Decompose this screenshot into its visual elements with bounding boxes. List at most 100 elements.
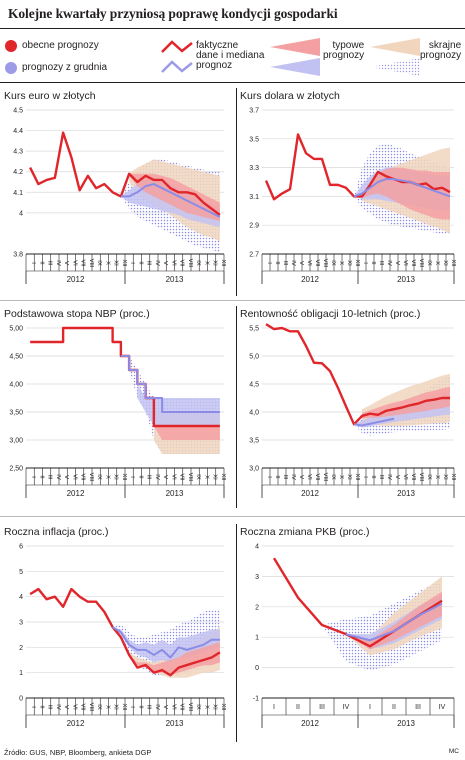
x-tick-label: VII xyxy=(314,259,320,266)
x-tick-label: X xyxy=(104,261,110,265)
y-tick-label: 3,50 xyxy=(9,410,23,417)
band-typical_red xyxy=(346,591,442,650)
x-tick-label: II xyxy=(296,704,300,711)
series-line-current xyxy=(29,131,221,216)
x-tick-label: IV xyxy=(55,474,61,480)
x-tick-label: IX xyxy=(426,260,432,266)
x-tick-label: V xyxy=(162,705,168,709)
x-tick-label: VII xyxy=(179,703,185,710)
x-tick-label: XII xyxy=(354,473,360,480)
year-label: 2012 xyxy=(67,489,85,498)
legend-red-dot-icon xyxy=(5,40,17,52)
chart-dollar-plot: 2.72.93.13.33.53.7I II III IV V VI VII VIII IX X X… xyxy=(249,108,456,284)
y-tick-label: 4.1 xyxy=(13,190,23,197)
x-tick-label: VI xyxy=(170,704,176,710)
year-label: 2013 xyxy=(397,275,415,284)
x-tick-label: VI xyxy=(402,260,408,266)
y-tick-label: 4 xyxy=(19,594,23,601)
year-label: 2013 xyxy=(166,489,184,498)
chart-gdp: Roczna zmiana PKB (proc.) -1 0 1 2 3 4 I II III I… xyxy=(240,526,462,742)
y-tick-label: 0 xyxy=(19,696,23,703)
x-tick-label: V xyxy=(298,475,304,479)
chart-title: Roczna zmiana PKB (proc.) xyxy=(240,526,370,538)
x-tick-label: IV xyxy=(386,260,392,266)
x-tick-label: I xyxy=(266,262,272,264)
year-label: 2013 xyxy=(397,489,415,498)
y-tick-label: 5,5 xyxy=(249,326,259,333)
x-tick-label: IX xyxy=(330,260,336,266)
x-tick-label: III xyxy=(47,475,53,480)
y-tick-label: 2 xyxy=(255,604,259,611)
chart-dollar: Kurs dolara w złotych 2.7 2.9 3.1 3.3 3.5 3.7… xyxy=(240,90,462,298)
x-tick-label: IV xyxy=(55,260,61,266)
y-tick-label: 4.5 xyxy=(13,108,23,115)
series-line-december xyxy=(120,183,221,218)
x-tick-label: XII xyxy=(220,259,226,266)
y-tick-label: 4,5 xyxy=(249,382,259,389)
x-tick-label: III xyxy=(146,261,152,266)
series-line-december xyxy=(112,626,220,659)
x-tick-label: XI xyxy=(346,474,352,480)
x-tick-label: X xyxy=(104,705,110,709)
legend-label-extreme: skrajne prognozy xyxy=(420,40,462,61)
x-tick-label: IX xyxy=(195,260,201,266)
y-tick-label: 4 xyxy=(255,544,259,551)
band-extreme_red xyxy=(346,576,442,656)
y-tick-label: 5,00 xyxy=(9,326,23,333)
x-tick-label: IV xyxy=(439,704,446,711)
legend-extreme-tan-swatch xyxy=(370,38,420,56)
x-tick-label: III xyxy=(47,705,53,710)
x-tick-label: IV xyxy=(154,260,160,266)
legend-extreme-blue-swatch xyxy=(370,58,420,76)
x-tick-label: IX xyxy=(195,704,201,710)
year-label: 2012 xyxy=(301,489,319,498)
legend-rule xyxy=(0,82,465,83)
chart-euro-plot: 3.844.14.24.34.44.5I II III IV V VI VII VIII IX X… xyxy=(13,108,226,284)
x-tick-label: I xyxy=(129,476,135,478)
x-tick-label: X xyxy=(338,261,344,265)
chart-title: Roczna inflacja (proc.) xyxy=(4,526,109,538)
y-tick-label: 0 xyxy=(255,665,259,672)
year-label: 2013 xyxy=(397,719,415,728)
x-tick-label: I xyxy=(369,704,371,711)
x-tick-label: VI xyxy=(71,260,77,266)
x-tick-label: III xyxy=(146,705,152,710)
x-tick-label: V xyxy=(298,261,304,265)
x-tick-label: VIII xyxy=(187,259,193,268)
x-tick-label: VII xyxy=(80,259,86,266)
chart-inflation: Roczna inflacja (proc.) 0 1 2 3 4 5 6 I II III IV V… xyxy=(4,526,232,742)
x-tick-label: I xyxy=(273,704,275,711)
x-tick-label: I xyxy=(30,262,36,264)
y-tick-label: 3,5 xyxy=(249,438,259,445)
x-tick-label: III xyxy=(47,261,53,266)
source-note: Źródło: GUS, NBP, Bloomberg, ankieta DGP xyxy=(4,748,152,757)
x-tick-label: V xyxy=(63,475,69,479)
x-tick-label: IV xyxy=(343,704,350,711)
chart-title: Kurs euro w złotych xyxy=(4,90,96,102)
y-tick-label: 3.1 xyxy=(249,194,259,201)
y-tick-label: 2,50 xyxy=(9,466,23,473)
x-tick-label: IV xyxy=(386,474,392,480)
x-tick-label: II xyxy=(137,705,143,709)
y-tick-label: 4,0 xyxy=(249,410,259,417)
x-tick-label: VIII xyxy=(418,259,424,268)
x-tick-label: III xyxy=(282,261,288,266)
x-tick-label: X xyxy=(434,261,440,265)
x-tick-label: IX xyxy=(195,474,201,480)
x-tick-label: X xyxy=(104,475,110,479)
x-tick-label: II xyxy=(38,261,44,265)
band-typical_red xyxy=(153,426,220,440)
y-tick-label: 3,00 xyxy=(9,438,23,445)
x-tick-label: VIII xyxy=(322,259,328,268)
year-label: 2013 xyxy=(166,275,184,284)
legend-swatches xyxy=(5,38,420,76)
x-tick-label: VIII xyxy=(418,473,424,482)
chart-nbp-rate: Podstawowa stopa NBP (proc.) 2,50 3,00 3,5… xyxy=(4,308,232,512)
legend-label-december: prognozy z grudnia xyxy=(22,62,108,73)
chart-title: Podstawowa stopa NBP (proc.) xyxy=(4,308,150,320)
x-tick-label: XI xyxy=(113,704,119,710)
x-tick-label: IX xyxy=(330,474,336,480)
x-tick-label: VI xyxy=(306,260,312,266)
series-line-december xyxy=(120,355,220,413)
y-tick-label: 1 xyxy=(19,670,23,677)
